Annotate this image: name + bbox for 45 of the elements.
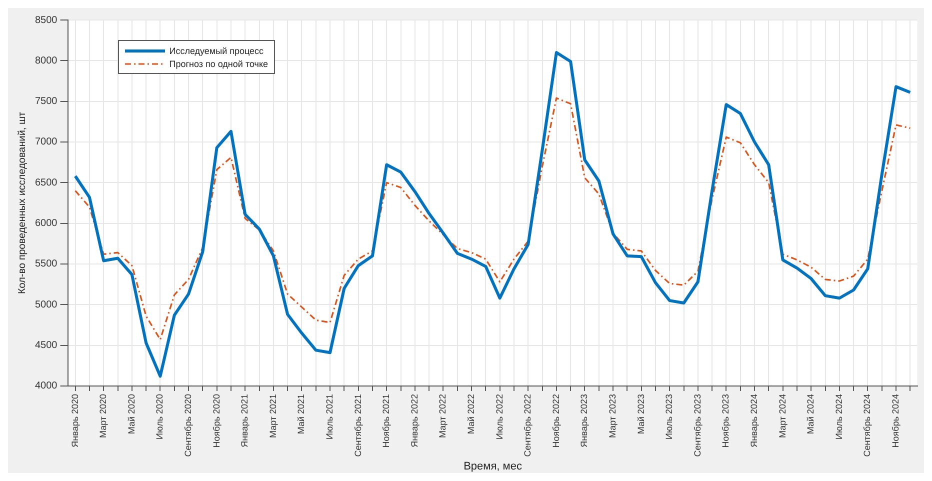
legend-label: Исследуемый процесс: [169, 46, 264, 56]
x-tick-label: Ноябрь 2024: [890, 394, 901, 448]
x-tick-label: Март 2021: [268, 394, 278, 438]
y-tick-label: 5500: [34, 258, 58, 270]
x-tick-label: Июль 2023: [664, 394, 674, 440]
x-tick-label: Сентябрь 2021: [352, 394, 363, 457]
y-tick-label: 7500: [34, 96, 58, 108]
x-tick-label: Май 2023: [636, 394, 646, 434]
x-tick-label: Январь 2022: [409, 394, 420, 448]
y-tick-label: 4000: [34, 380, 58, 392]
x-tick-label: Июль 2024: [834, 394, 844, 440]
y-tick-label: 5000: [34, 299, 58, 310]
x-tick-label: Март 2023: [608, 394, 618, 438]
x-tick-label: Ноябрь 2023: [720, 394, 731, 448]
x-tick-label: Июль 2021: [324, 394, 335, 440]
x-tick-label: Май 2024: [806, 394, 816, 434]
x-axis-title: Время, мес: [464, 460, 522, 472]
x-tick-label: Ноябрь 2021: [381, 394, 392, 448]
x-tick-label: Сентябрь 2024: [862, 394, 872, 457]
x-tick-label: Сентябрь 2023: [692, 394, 702, 457]
x-tick-label: Май 2020: [126, 394, 136, 434]
y-tick-label: 8500: [34, 14, 58, 26]
x-tick-label: Июль 2020: [154, 394, 165, 440]
x-tick-label: Сентябрь 2020: [183, 394, 194, 457]
y-axis-title: Кол-во проведенных исследований, шт: [16, 111, 28, 294]
x-tick-label: Март 2022: [438, 394, 448, 438]
x-tick-label: Ноябрь 2020: [211, 394, 222, 448]
x-tick-label: Январь 2024: [749, 394, 760, 448]
y-tick-label: 6000: [34, 218, 58, 230]
y-tick-label: 4500: [34, 340, 58, 352]
x-tick-label: Сентябрь 2022: [522, 394, 533, 457]
x-tick-label: Январь 2023: [579, 394, 590, 448]
x-tick-label: Май 2022: [466, 394, 476, 434]
x-tick-label: Май 2021: [296, 394, 306, 434]
x-tick-label: Ноябрь 2022: [550, 394, 561, 448]
x-tick-label: Март 2024: [777, 394, 788, 438]
y-tick-label: 6500: [34, 177, 58, 188]
y-tick-label: 8000: [34, 55, 58, 66]
x-tick-label: Июль 2022: [494, 394, 504, 440]
line-series: [74, 97, 911, 340]
x-tick-label: Январь 2020: [70, 394, 80, 448]
x-tick-label: Март 2020: [98, 394, 108, 438]
legend-label: Прогноз по одной точке: [169, 58, 268, 68]
y-tick-label: 7000: [34, 136, 58, 148]
x-tick-label: Январь 2021: [240, 394, 250, 448]
